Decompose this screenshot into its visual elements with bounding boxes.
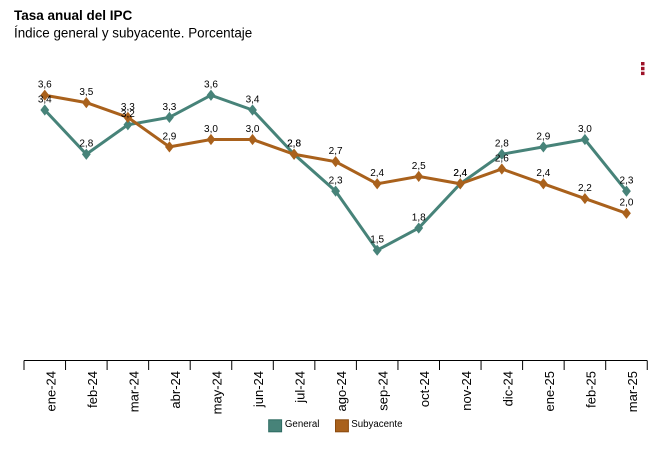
svg-text:General: General	[285, 419, 319, 430]
svg-text:mar-25: mar-25	[625, 371, 640, 412]
svg-text:Subyacente: Subyacente	[351, 419, 402, 430]
svg-text:oct-24: oct-24	[417, 371, 432, 407]
svg-text:2,4: 2,4	[453, 168, 467, 179]
svg-text:2,4: 2,4	[453, 168, 467, 179]
svg-text:2,8: 2,8	[287, 139, 301, 150]
svg-text:2,8: 2,8	[287, 139, 301, 150]
svg-text:2,3: 2,3	[620, 176, 634, 187]
svg-text:3,4: 3,4	[38, 94, 52, 105]
svg-text:jun-24: jun-24	[251, 371, 266, 408]
svg-text:feb-25: feb-25	[583, 371, 598, 408]
svg-text:2,9: 2,9	[536, 131, 550, 142]
svg-text:1,5: 1,5	[370, 235, 384, 246]
svg-text:3,3: 3,3	[162, 102, 176, 113]
svg-text:2,4: 2,4	[370, 168, 384, 179]
svg-text:mar-24: mar-24	[126, 371, 141, 412]
svg-text:nov-24: nov-24	[459, 371, 474, 411]
svg-text:3,6: 3,6	[204, 80, 218, 91]
svg-text:2,8: 2,8	[79, 139, 93, 150]
svg-text:2,2: 2,2	[578, 183, 592, 194]
svg-text:sep-24: sep-24	[376, 371, 391, 411]
svg-text:2,0: 2,0	[620, 198, 634, 209]
svg-text:ene-24: ene-24	[43, 371, 58, 411]
svg-text:2,7: 2,7	[329, 146, 343, 157]
svg-text:dic-24: dic-24	[500, 371, 515, 406]
svg-text:ene-25: ene-25	[542, 371, 557, 411]
svg-text:3,0: 3,0	[246, 124, 260, 135]
svg-text:3,6: 3,6	[38, 80, 52, 91]
svg-text:3,0: 3,0	[204, 124, 218, 135]
svg-text:feb-24: feb-24	[85, 371, 100, 408]
svg-text:3,2: 3,2	[121, 109, 135, 120]
svg-text:abr-24: abr-24	[168, 371, 183, 409]
svg-text:2,6: 2,6	[495, 153, 509, 164]
svg-text:3,4: 3,4	[246, 94, 260, 105]
svg-text:2,3: 2,3	[329, 176, 343, 187]
svg-text:2,9: 2,9	[162, 131, 176, 142]
svg-text:2,4: 2,4	[536, 168, 550, 179]
svg-text:jul-24: jul-24	[293, 371, 308, 404]
svg-text:3,5: 3,5	[79, 87, 93, 98]
svg-text:1,8: 1,8	[412, 212, 426, 223]
svg-text:may-24: may-24	[209, 371, 224, 414]
svg-text:2,5: 2,5	[412, 161, 426, 172]
svg-text:ago-24: ago-24	[334, 371, 349, 411]
svg-text:3,0: 3,0	[578, 124, 592, 135]
svg-text:3,3: 3,3	[121, 102, 135, 113]
svg-text:2,8: 2,8	[495, 139, 509, 150]
svg-text:Índice general y subyacente. P: Índice general y subyacente. Porcentaje	[14, 26, 252, 41]
svg-text:Tasa anual del IPC: Tasa anual del IPC	[14, 8, 133, 23]
